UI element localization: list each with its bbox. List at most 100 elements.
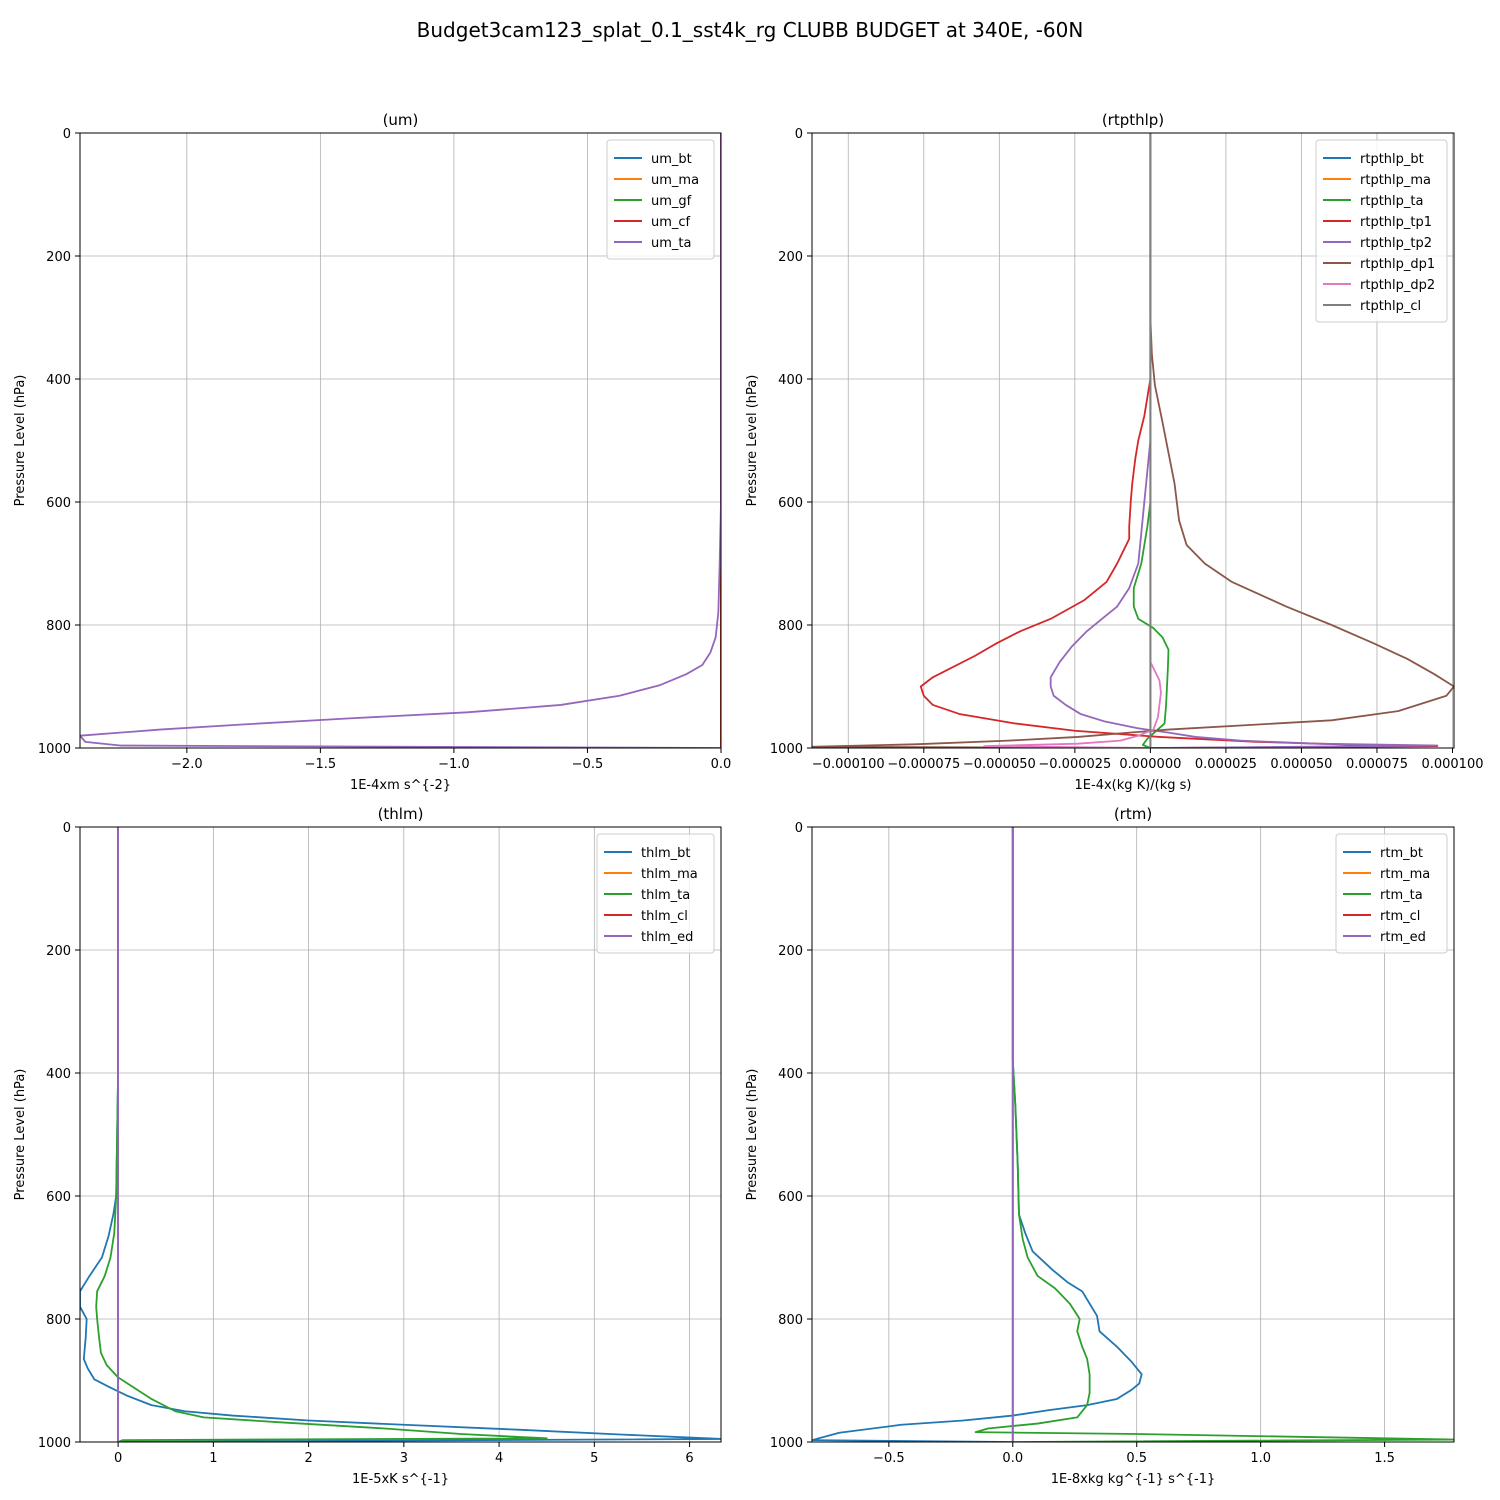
plot-frame (811, 826, 1455, 1443)
y-tick-label: 400 (778, 373, 803, 388)
legend-label: rtpthlp_dp2 (1360, 278, 1435, 293)
legend-label: rtm_cl (1380, 909, 1420, 924)
series-line-rtm_bt (812, 827, 1143, 1442)
subplot-title: (rtpthlp) (1102, 111, 1164, 129)
series-line-rtpthlp_dp2 (983, 133, 1162, 748)
subplot-3: −0.5 0.0 0.5 1.0 1.5 0 200 400 600 800 1000 (rtm) 1E… (745, 805, 1455, 1487)
series-line-rtpthlp_dp1 (812, 133, 1454, 748)
y-tick-label: 1000 (38, 742, 71, 757)
legend: rtm_bt rtm_ma rtm_ta rtm_cl rtm_ed (1335, 833, 1448, 954)
subplot-title: (rtm) (1114, 805, 1152, 823)
series-line-rtpthlp_ta (1132, 133, 1170, 748)
x-tick-label: 1 (209, 1451, 217, 1466)
plot-frame (79, 132, 722, 749)
legend-label: thlm_ta (641, 888, 690, 903)
y-tick-label: 0 (63, 821, 71, 836)
x-tick-label: 4 (495, 1451, 503, 1466)
x-tick-label: −1.5 (305, 757, 337, 772)
x-tick-label: 5 (590, 1451, 598, 1466)
x-axis-label: 1E-5xK s^{-1} (352, 1472, 449, 1487)
legend: um_bt um_ma um_gf um_cf um_ta (606, 139, 715, 260)
x-tick-label: 6 (685, 1451, 693, 1466)
x-tick-label: 1.5 (1374, 1451, 1395, 1466)
x-tick-label: 0.000025 (1195, 757, 1257, 772)
y-axis-label: Pressure Level (hPa) (13, 375, 28, 507)
subplot-title: (um) (383, 111, 419, 129)
y-tick-label: 200 (778, 944, 803, 959)
y-tick-label: 800 (46, 1313, 71, 1328)
x-tick-label: 0.5 (1126, 1451, 1147, 1466)
y-tick-label: 800 (46, 619, 71, 634)
x-tick-label: −0.000100 (812, 757, 885, 772)
plot-frame (79, 826, 722, 1443)
legend-label: um_gf (651, 194, 692, 209)
legend-box (606, 139, 715, 260)
y-tick-label: 600 (778, 1190, 803, 1205)
y-axis-label: Pressure Level (hPa) (13, 1069, 28, 1201)
x-tick-label: 0 (114, 1451, 122, 1466)
legend-box (1335, 833, 1448, 954)
legend-label: rtm_ma (1380, 867, 1430, 882)
y-tick-label: 400 (46, 1067, 71, 1082)
x-axis-label: 1E-8xkg kg^{-1} s^{-1} (1051, 1472, 1216, 1487)
x-tick-label: 0.000100 (1421, 757, 1483, 772)
subplot-1: −0.000100 −0.000075 −0.000050 −0.000025 0.00… (745, 111, 1484, 793)
x-axis-label: 1E-4x(kg K)/(kg s) (1075, 778, 1192, 793)
y-tick-label: 1000 (770, 742, 803, 757)
y-tick-label: 0 (63, 127, 71, 142)
y-tick-label: 400 (778, 1067, 803, 1082)
series-line-rtm_ta (974, 827, 1454, 1442)
legend-label: rtm_ta (1380, 888, 1423, 903)
plot-frame (811, 132, 1455, 749)
series-line-rtpthlp_tp1 (919, 133, 1439, 748)
y-tick-label: 800 (778, 619, 803, 634)
legend-label: rtpthlp_cl (1360, 299, 1421, 314)
legend-label: rtpthlp_dp1 (1360, 257, 1435, 272)
x-tick-label: 0.0 (1002, 1451, 1023, 1466)
x-tick-label: 2 (304, 1451, 312, 1466)
y-tick-label: 200 (46, 944, 71, 959)
legend-label: um_ta (651, 236, 691, 251)
subplot-0: −2.0 −1.5 −1.0 −0.5 0.0 0 200 400 600 800 1000 (um)… (13, 111, 731, 793)
legend-label: thlm_bt (641, 846, 690, 861)
x-tick-label: 1.0 (1250, 1451, 1271, 1466)
y-axis-label: Pressure Level (hPa) (745, 1069, 760, 1201)
series-line-um_ta (80, 133, 721, 748)
legend-label: thlm_ma (641, 867, 698, 882)
legend-label: rtm_bt (1380, 846, 1423, 861)
legend-label: rtpthlp_tp1 (1360, 215, 1432, 230)
x-tick-label: −1.0 (438, 757, 470, 772)
y-tick-label: 200 (46, 250, 71, 265)
legend-box (596, 833, 715, 954)
legend-label: thlm_cl (641, 909, 688, 924)
y-tick-label: 0 (795, 127, 803, 142)
y-tick-label: 600 (778, 496, 803, 511)
y-tick-label: 600 (46, 496, 71, 511)
subplot-2: 0 1 2 3 4 5 6 0 200 400 600 800 1000 (thlm) 1E-5xK s^{… (13, 805, 722, 1487)
series-line-rtpthlp_tp2 (1049, 133, 1439, 748)
y-tick-label: 800 (778, 1313, 803, 1328)
legend-label: rtpthlp_ta (1360, 194, 1423, 209)
legend-label: rtpthlp_tp2 (1360, 236, 1432, 251)
subplot-title: (thlm) (378, 805, 424, 823)
y-tick-label: 200 (778, 250, 803, 265)
x-tick-label: 0.0 (711, 757, 732, 772)
x-tick-label: −0.5 (873, 1451, 905, 1466)
x-tick-label: −0.5 (572, 757, 604, 772)
legend-label: rtpthlp_ma (1360, 173, 1431, 188)
x-tick-label: 0.000050 (1270, 757, 1332, 772)
x-tick-label: −0.000075 (887, 757, 960, 772)
y-tick-label: 0 (795, 821, 803, 836)
legend: rtpthlp_bt rtpthlp_ma rtpthlp_ta rtpthlp_tp… (1315, 139, 1448, 323)
x-tick-label: −0.000025 (1038, 757, 1111, 772)
x-tick-label: 0.000000 (1119, 757, 1181, 772)
x-tick-label: −2.0 (171, 757, 203, 772)
legend-label: rtm_ed (1380, 930, 1426, 945)
y-axis-label: Pressure Level (hPa) (745, 375, 760, 507)
legend: thlm_bt thlm_ma thlm_ta thlm_cl thlm_ed (596, 833, 715, 954)
y-tick-label: 1000 (770, 1436, 803, 1451)
x-tick-label: 0.000075 (1346, 757, 1408, 772)
legend-label: thlm_ed (641, 930, 693, 945)
legend-label: um_bt (651, 152, 692, 167)
